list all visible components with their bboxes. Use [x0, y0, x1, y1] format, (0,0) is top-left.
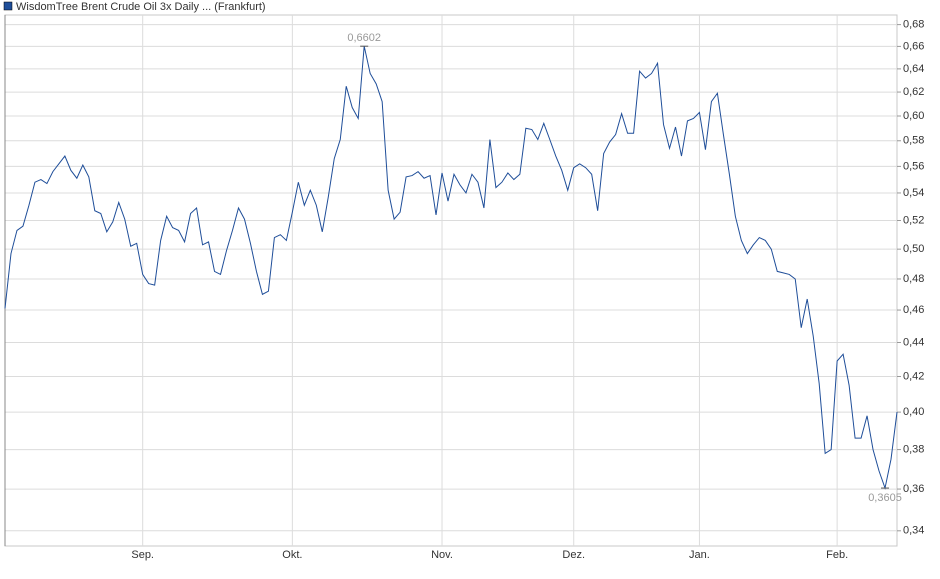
y-tick-label: 0,36: [903, 483, 924, 495]
y-tick-label: 0,50: [903, 243, 924, 255]
y-tick-label: 0,34: [903, 525, 924, 537]
y-tick-label: 0,42: [903, 370, 924, 382]
y-tick-label: 0,66: [903, 40, 924, 52]
y-tick-label: 0,46: [903, 304, 924, 316]
y-tick-label: 0,68: [903, 19, 924, 31]
y-tick-label: 0,62: [903, 86, 924, 98]
y-tick-label: 0,56: [903, 160, 924, 172]
x-tick-label: Sep.: [131, 549, 154, 561]
y-tick-label: 0,64: [903, 63, 924, 75]
x-tick-label: Okt.: [282, 549, 302, 561]
y-tick-label: 0,38: [903, 443, 924, 455]
price-line: [4, 46, 898, 490]
y-tick-label: 0,44: [903, 336, 924, 348]
annotation: 0,6602: [347, 32, 381, 44]
y-tick-label: 0,52: [903, 214, 924, 226]
legend-label: WisdomTree Brent Crude Oil 3x Daily ... …: [16, 1, 266, 13]
x-tick-label: Dez.: [562, 549, 585, 561]
y-tick-label: 0,54: [903, 187, 924, 199]
legend-swatch: [3, 1, 13, 11]
annotation: 0,3605: [868, 492, 902, 504]
plot-area: [4, 14, 898, 547]
y-tick-label: 0,60: [903, 110, 924, 122]
y-tick-label: 0,48: [903, 273, 924, 285]
y-tick-label: 0,58: [903, 135, 924, 147]
x-tick-label: Feb.: [826, 549, 848, 561]
x-tick-label: Nov.: [431, 549, 453, 561]
y-tick-label: 0,40: [903, 406, 924, 418]
x-tick-label: Jan.: [689, 549, 710, 561]
